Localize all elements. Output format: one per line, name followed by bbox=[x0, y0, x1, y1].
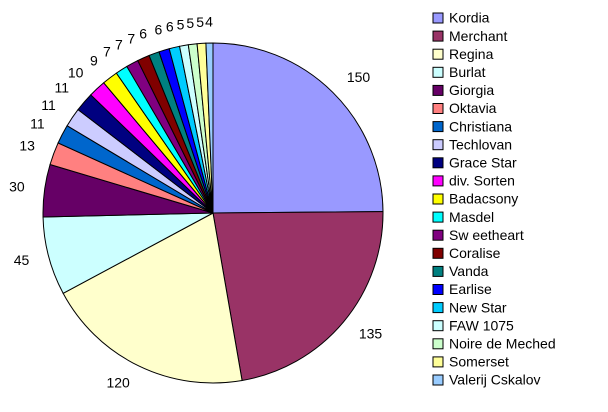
legend-label: Badacsony bbox=[449, 191, 518, 207]
legend-swatch bbox=[432, 374, 444, 386]
legend-swatch bbox=[432, 175, 444, 187]
legend-label: Merchant bbox=[449, 28, 507, 44]
legend-swatch bbox=[432, 193, 444, 205]
data-label: 120 bbox=[106, 375, 130, 391]
data-label: 150 bbox=[347, 69, 371, 85]
legend-swatch bbox=[432, 84, 444, 96]
legend-label: Christiana bbox=[449, 118, 512, 134]
legend-swatch bbox=[432, 265, 444, 277]
legend-swatch bbox=[432, 356, 444, 368]
legend-label: Valerij Cskalov bbox=[449, 372, 541, 388]
data-label: 5 bbox=[196, 14, 204, 30]
legend-swatch bbox=[432, 157, 444, 169]
data-label: 13 bbox=[19, 137, 35, 153]
legend-swatch bbox=[432, 284, 444, 295]
legend-swatch bbox=[432, 338, 444, 350]
legend-label: FAW 1075 bbox=[449, 317, 514, 333]
legend-label: Masdel bbox=[449, 209, 494, 225]
data-label: 11 bbox=[55, 80, 70, 96]
data-label: 135 bbox=[359, 325, 383, 341]
legend-swatch bbox=[432, 211, 444, 223]
data-label: 5 bbox=[186, 15, 194, 31]
data-label: 30 bbox=[9, 179, 25, 195]
legend-label: Regina bbox=[449, 46, 494, 62]
pie-slice bbox=[212, 42, 384, 214]
data-label: 9 bbox=[90, 53, 98, 69]
legend-swatch bbox=[432, 121, 444, 133]
legend-swatch bbox=[432, 139, 444, 151]
data-label: 6 bbox=[139, 26, 147, 42]
data-label: 5 bbox=[177, 17, 185, 33]
legend-label: New Star bbox=[449, 299, 507, 315]
data-label: 11 bbox=[41, 97, 56, 113]
data-label: 6 bbox=[154, 22, 162, 38]
legend-label: Grace Star bbox=[449, 155, 517, 171]
data-label: 7 bbox=[103, 44, 111, 60]
legend-swatch bbox=[432, 48, 444, 60]
legend-swatch bbox=[432, 229, 444, 241]
legend-label: Oktavia bbox=[449, 100, 497, 116]
pie-slice bbox=[205, 42, 214, 214]
legend-swatch bbox=[432, 320, 444, 332]
data-label: 7 bbox=[115, 37, 123, 53]
legend-swatch bbox=[432, 66, 444, 78]
legend-label: Vanda bbox=[449, 263, 489, 279]
legend-swatch bbox=[432, 12, 444, 24]
legend-swatch bbox=[432, 103, 444, 114]
data-label: 6 bbox=[166, 19, 174, 35]
legend-swatch bbox=[432, 30, 444, 42]
data-label: 10 bbox=[68, 65, 84, 81]
legend-label: Noire de Meched bbox=[449, 336, 556, 352]
legend-swatch bbox=[432, 302, 444, 314]
legend-label: Kordia bbox=[449, 10, 490, 26]
legend-label: Somerset bbox=[449, 354, 509, 370]
pie-slice bbox=[62, 212, 243, 384]
pie-slice bbox=[212, 211, 384, 382]
legend-label: Sw eetheart bbox=[449, 227, 524, 243]
data-label: 45 bbox=[14, 252, 30, 268]
legend-label: Earlise bbox=[449, 281, 492, 297]
legend-label: Burlat bbox=[449, 64, 486, 80]
legend-label: Giorgia bbox=[449, 82, 494, 98]
data-label: 4 bbox=[205, 14, 213, 30]
data-label: 11 bbox=[30, 116, 45, 132]
legend-label: Techlovan bbox=[449, 136, 512, 152]
legend-swatch bbox=[432, 247, 444, 259]
data-label: 7 bbox=[127, 30, 135, 46]
legend-label: Coralise bbox=[449, 245, 501, 261]
legend-label: div. Sorten bbox=[449, 173, 515, 189]
